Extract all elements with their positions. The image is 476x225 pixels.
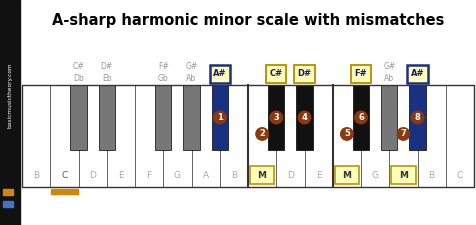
Text: A-sharp harmonic minor scale with mismatches: A-sharp harmonic minor scale with mismat… [52, 13, 444, 28]
Bar [107, 85, 135, 187]
Bar [191, 85, 220, 187]
Circle shape [256, 128, 268, 140]
Text: E: E [316, 171, 321, 180]
Text: 2: 2 [259, 129, 265, 138]
Bar [50, 85, 79, 187]
Bar [135, 85, 163, 187]
Bar [407, 65, 428, 83]
Bar [22, 85, 474, 187]
Text: 5: 5 [344, 129, 350, 138]
Text: M: M [342, 171, 351, 180]
Text: Gb: Gb [158, 74, 169, 83]
Text: C#: C# [270, 70, 283, 79]
Bar [389, 85, 417, 187]
Bar [361, 85, 389, 187]
Text: A#: A# [411, 70, 424, 79]
Circle shape [298, 111, 311, 124]
Circle shape [411, 111, 424, 124]
Text: F#: F# [158, 62, 169, 71]
Text: 3: 3 [273, 113, 279, 122]
Bar [305, 85, 333, 187]
Bar [409, 85, 426, 150]
Bar [183, 85, 200, 150]
Circle shape [341, 128, 353, 140]
Bar [250, 166, 274, 184]
Bar [266, 65, 287, 83]
Bar [0, 0, 20, 225]
Bar [391, 166, 416, 184]
Text: B: B [231, 171, 237, 180]
Text: B: B [33, 171, 39, 180]
Circle shape [397, 128, 410, 140]
Bar [163, 85, 191, 187]
Text: F#: F# [355, 70, 367, 79]
Bar [155, 85, 171, 150]
Text: G: G [372, 171, 378, 180]
Circle shape [214, 111, 226, 124]
Bar [211, 85, 228, 150]
Bar [446, 85, 474, 187]
Bar [351, 65, 371, 83]
Text: 4: 4 [302, 113, 307, 122]
Text: D#: D# [298, 70, 311, 79]
Text: Eb: Eb [102, 74, 111, 83]
Bar [335, 166, 359, 184]
Bar [51, 189, 78, 194]
Circle shape [270, 111, 282, 124]
Bar [79, 85, 107, 187]
Text: C#: C# [73, 62, 84, 71]
Text: G#: G# [185, 62, 198, 71]
Text: basicmusictheory.com: basicmusictheory.com [8, 62, 12, 128]
Bar [353, 85, 369, 150]
Bar [99, 85, 115, 150]
Bar [333, 85, 361, 187]
Bar [248, 85, 276, 187]
Bar [70, 85, 87, 150]
Circle shape [355, 111, 367, 124]
Text: Db: Db [73, 74, 84, 83]
Text: D: D [89, 171, 96, 180]
Bar [268, 85, 285, 150]
Text: C: C [61, 171, 68, 180]
Text: M: M [399, 171, 408, 180]
Bar [220, 85, 248, 187]
Text: F: F [147, 171, 152, 180]
Bar [3, 201, 13, 207]
Text: D#: D# [100, 62, 113, 71]
Text: Ab: Ab [187, 74, 197, 83]
Text: 6: 6 [358, 113, 364, 122]
Text: 1: 1 [217, 113, 223, 122]
Bar [3, 189, 13, 195]
Text: 8: 8 [415, 113, 420, 122]
Text: D: D [287, 171, 294, 180]
Text: A#: A# [213, 70, 227, 79]
Text: Ab: Ab [384, 74, 394, 83]
Bar [296, 85, 313, 150]
Text: G: G [174, 171, 181, 180]
Text: G#: G# [383, 62, 396, 71]
Text: A: A [203, 171, 208, 180]
Bar [417, 85, 446, 187]
Bar [276, 85, 305, 187]
Text: C: C [457, 171, 463, 180]
Text: E: E [118, 171, 124, 180]
Bar [209, 65, 230, 83]
Bar [22, 85, 50, 187]
Bar [381, 85, 397, 150]
Bar [294, 65, 315, 83]
Text: 7: 7 [400, 129, 406, 138]
Text: B: B [428, 171, 435, 180]
Text: M: M [258, 171, 267, 180]
